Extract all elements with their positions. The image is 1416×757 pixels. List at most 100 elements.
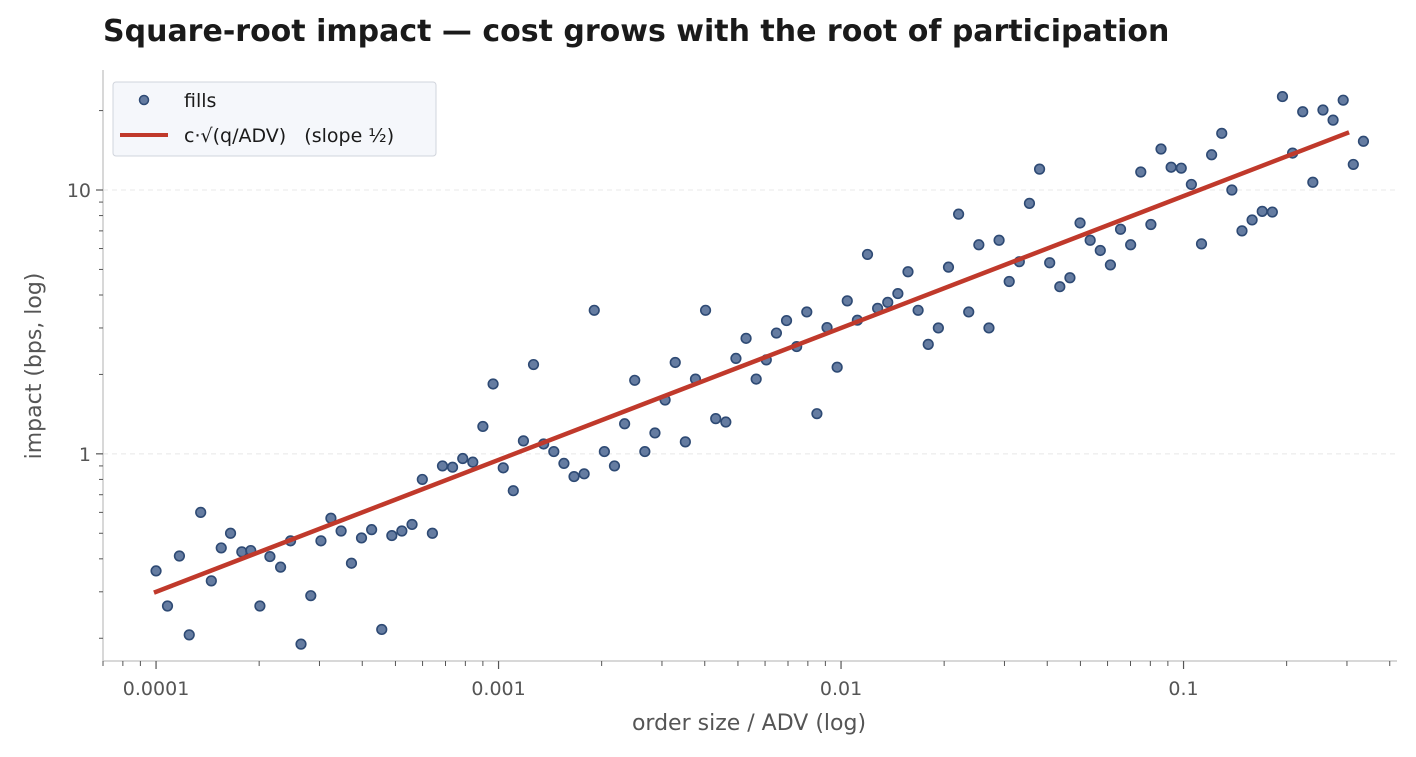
scatter-point <box>315 535 327 547</box>
scatter-point <box>720 416 732 428</box>
scatter-point <box>305 590 317 602</box>
axis-ticks: 1 10 0.0001 0.001 0.01 0.1 <box>67 110 1391 700</box>
scatter-point <box>1135 166 1147 178</box>
scatter-point <box>882 296 894 308</box>
scatter-point <box>195 506 207 518</box>
legend-marker-fills <box>138 94 150 106</box>
scatter-point <box>963 306 975 318</box>
scatter-point <box>274 561 287 573</box>
scatter-point <box>649 427 661 439</box>
scatter-point <box>254 600 266 612</box>
scatter-point <box>912 304 924 316</box>
scatter-point <box>1347 158 1359 171</box>
chart-title: Square-root impact — cost grows with the… <box>103 14 1170 49</box>
scatter-point <box>1216 127 1228 139</box>
scatter-point <box>457 452 469 465</box>
scatter-point <box>993 234 1005 246</box>
scatter-point <box>1357 135 1370 147</box>
scatter-point <box>1003 275 1015 288</box>
scatter-point <box>578 468 590 480</box>
scatter-point <box>598 445 610 458</box>
scatter-point <box>1104 259 1117 271</box>
scatter-point <box>150 565 162 577</box>
scatter-point <box>1033 163 1046 175</box>
scatter-point <box>750 373 762 385</box>
scatter-point <box>619 418 631 430</box>
scatter-point <box>1337 94 1349 106</box>
x-axis-label: order size / ADV (log) <box>632 711 866 736</box>
scatter-point <box>215 542 227 554</box>
scatter-point <box>1094 244 1106 257</box>
scatter-point <box>355 532 368 544</box>
scatter-point <box>366 524 378 536</box>
scatter-point <box>801 306 813 318</box>
scatter-point <box>1185 178 1197 191</box>
scatter-point <box>699 304 712 316</box>
scatter-point <box>527 358 540 371</box>
scatter-point <box>1023 197 1036 209</box>
scatter-point <box>952 208 965 220</box>
scatter-point <box>224 527 237 539</box>
scatter-point <box>1064 272 1076 284</box>
scatter-point <box>376 623 388 636</box>
scatter-point <box>1327 114 1339 126</box>
scatter-point <box>1266 206 1278 218</box>
scatter-point <box>507 485 519 497</box>
scatter-point <box>1226 184 1238 196</box>
scatter-point <box>386 529 398 542</box>
scatter-point <box>1297 106 1309 118</box>
x-tick-label: 0.1 <box>1168 678 1198 700</box>
x-tick-label: 0.0001 <box>123 678 189 700</box>
scatter-point <box>1114 223 1127 235</box>
scatter-point <box>780 314 793 327</box>
scatter-point <box>811 408 823 420</box>
scatter-point <box>1175 162 1187 174</box>
legend-label-fit: c·√(q/ADV) (slope ½) <box>184 125 394 147</box>
scatter-point <box>1125 239 1137 251</box>
legend: fills c·√(q/ADV) (slope ½) <box>112 81 437 157</box>
y-tick-label: 1 <box>79 444 91 466</box>
scatter-point <box>730 352 742 365</box>
scatter-point <box>1044 257 1056 269</box>
scatter-point <box>477 420 489 433</box>
scatter-point <box>183 629 195 641</box>
scatter-point <box>436 460 449 472</box>
scatter-point <box>770 327 783 339</box>
scatter-point <box>679 436 691 448</box>
scatter-point <box>1206 149 1218 161</box>
fit-line-group <box>153 130 1350 595</box>
scatter-point <box>710 413 722 425</box>
scatter-point <box>1256 205 1268 217</box>
scatter-point <box>396 525 408 537</box>
gridlines <box>103 189 1397 455</box>
scatter-point <box>568 470 580 483</box>
x-tick-label: 0.01 <box>820 678 862 700</box>
scatter-point <box>841 295 853 307</box>
scatter-point <box>1074 217 1086 229</box>
scatter-point <box>426 527 438 539</box>
scatter-point <box>639 445 651 458</box>
scatter-point <box>1155 143 1167 155</box>
scatter-point <box>973 239 985 251</box>
scatter-point <box>1317 104 1329 116</box>
scatter-point <box>629 374 641 386</box>
scatter-point <box>1145 218 1157 231</box>
scatter-point <box>335 525 347 537</box>
scatter-point <box>932 322 944 334</box>
scatter-point <box>345 557 358 569</box>
scatter-point <box>1276 90 1289 103</box>
scatter-point <box>983 322 995 334</box>
axes <box>102 70 1397 662</box>
scatter-point <box>892 287 904 300</box>
scatter-point <box>861 248 874 261</box>
scatter-point <box>467 456 479 468</box>
scatter-point <box>1246 214 1258 226</box>
scatter-point <box>1236 225 1248 237</box>
fills-points <box>150 90 1370 650</box>
scatter-point <box>446 461 459 473</box>
scatter-point <box>406 518 418 531</box>
scatter-point <box>922 338 934 350</box>
scatter-point <box>161 600 174 612</box>
scatter-point <box>205 575 217 587</box>
